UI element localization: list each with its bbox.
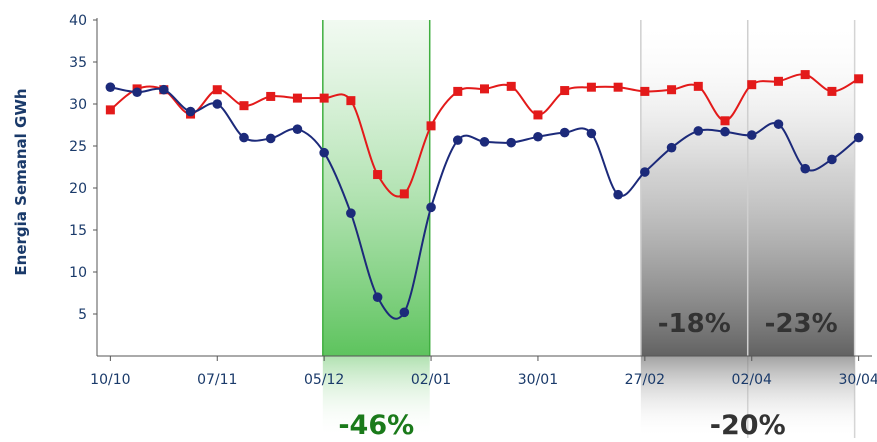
data-point	[854, 74, 864, 84]
series-2	[105, 82, 864, 320]
data-point	[720, 126, 730, 137]
data-point	[292, 124, 303, 134]
data-point	[399, 189, 409, 199]
data-point	[185, 106, 196, 117]
data-point	[533, 131, 543, 142]
band-label: -20%	[710, 410, 786, 438]
band-label: -18%	[658, 309, 731, 339]
x-tick-label: 10/10	[90, 372, 130, 388]
data-point	[479, 137, 490, 147]
data-point	[105, 105, 115, 115]
data-point	[773, 76, 783, 86]
data-point	[853, 132, 864, 143]
y-tick-label: 35	[69, 55, 87, 71]
y-tick-label: 10	[69, 265, 87, 281]
highlight-band-below	[322, 356, 430, 438]
data-point	[720, 116, 730, 126]
data-point	[105, 82, 116, 92]
data-point	[827, 86, 837, 96]
data-point	[239, 101, 249, 111]
highlight-band-below	[640, 356, 855, 438]
data-point	[265, 133, 276, 144]
data-point	[640, 86, 650, 96]
highlight-bands	[322, 20, 856, 438]
data-point	[640, 167, 650, 177]
y-tick-label: 30	[69, 97, 87, 113]
data-point	[559, 127, 570, 138]
data-point	[613, 189, 623, 200]
data-point	[399, 307, 410, 318]
band-label: -46%	[338, 410, 414, 438]
data-point	[666, 142, 677, 153]
y-tick-label: 15	[69, 223, 87, 239]
band-labels: -46% -18% -23% -20%	[338, 309, 838, 441]
highlight-band	[322, 20, 430, 356]
data-point	[693, 81, 703, 91]
series	[105, 70, 864, 320]
data-point	[533, 110, 543, 120]
y-tick-label: 20	[69, 181, 87, 197]
x-tick-label: 02/04	[732, 372, 772, 388]
y-tick-label: 40	[69, 13, 87, 29]
data-point	[212, 85, 222, 95]
data-point	[319, 147, 329, 158]
data-point	[132, 87, 142, 98]
x-tick-label: 05/12	[304, 372, 344, 388]
data-point	[613, 82, 623, 92]
data-point	[800, 70, 810, 80]
data-point	[480, 84, 489, 94]
data-point	[773, 119, 784, 129]
y-tick-label: 5	[78, 307, 87, 323]
x-tick-label: 27/02	[625, 372, 665, 388]
data-point	[346, 208, 356, 218]
data-point	[800, 163, 810, 174]
data-point	[292, 93, 302, 103]
x-tick-label: 30/01	[518, 372, 558, 388]
data-point	[212, 99, 223, 109]
data-point	[827, 154, 837, 165]
data-point	[319, 93, 329, 103]
data-point	[506, 81, 516, 91]
data-point	[667, 85, 677, 95]
data-point	[373, 170, 383, 180]
x-tick-label: 02/01	[411, 372, 451, 388]
highlight-band	[640, 20, 748, 356]
band-label: -23%	[765, 309, 838, 339]
x-tick-label: 30/04	[838, 372, 877, 388]
data-point	[506, 137, 517, 148]
data-point	[239, 132, 249, 143]
data-point	[426, 121, 436, 131]
data-point	[453, 86, 463, 96]
data-point	[586, 128, 597, 139]
data-point	[346, 96, 356, 106]
data-point	[746, 130, 757, 140]
data-point	[586, 82, 596, 92]
data-point	[452, 135, 463, 145]
data-point	[372, 292, 383, 303]
y-tick-label: 25	[69, 139, 87, 155]
x-tick-label: 07/11	[197, 372, 237, 388]
data-point	[266, 91, 276, 101]
y-axis-title: Energia Semanal GWh	[12, 88, 30, 275]
data-point	[560, 86, 570, 96]
data-point	[747, 80, 757, 90]
data-point	[159, 84, 169, 95]
data-point	[426, 202, 436, 213]
axes: 5 10 15 20 25 30 35 40 10/10 07/11 05/12 02/01 30/01…	[12, 13, 877, 388]
data-point	[693, 126, 704, 136]
